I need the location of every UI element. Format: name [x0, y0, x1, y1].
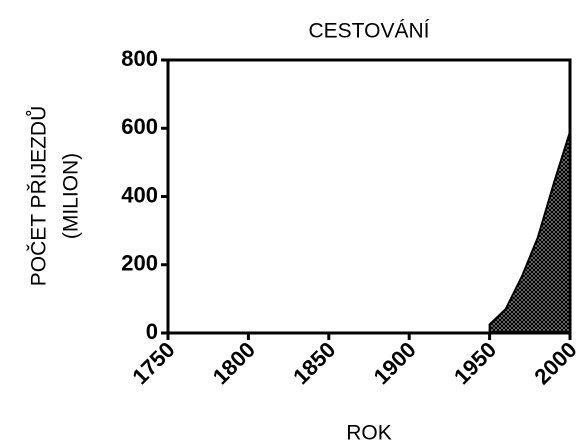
x-axis-label: ROK — [346, 422, 392, 445]
y-tick-label: 200 — [121, 251, 158, 276]
plot-frame — [166, 58, 572, 335]
y-tick-label: 600 — [121, 114, 158, 139]
x-tick-label: 1750 — [127, 337, 179, 389]
y-tick-label: 800 — [121, 46, 158, 71]
chart-title: CESTOVÁNÍ — [309, 20, 430, 43]
x-tick-label: 2000 — [529, 337, 581, 389]
x-tick-label: 1800 — [208, 337, 260, 389]
area — [488, 131, 571, 334]
x-tick-label: 1950 — [449, 337, 501, 389]
x-tick-label: 1850 — [288, 337, 340, 389]
y-tick-label: 0 — [146, 319, 158, 344]
y-tick-label: 400 — [121, 182, 158, 207]
x-tick-label: 1900 — [369, 337, 421, 389]
y-axis-label: POČET PŘIJEZDŮ — [27, 106, 51, 286]
y-axis-label: (MILION) — [60, 153, 83, 239]
